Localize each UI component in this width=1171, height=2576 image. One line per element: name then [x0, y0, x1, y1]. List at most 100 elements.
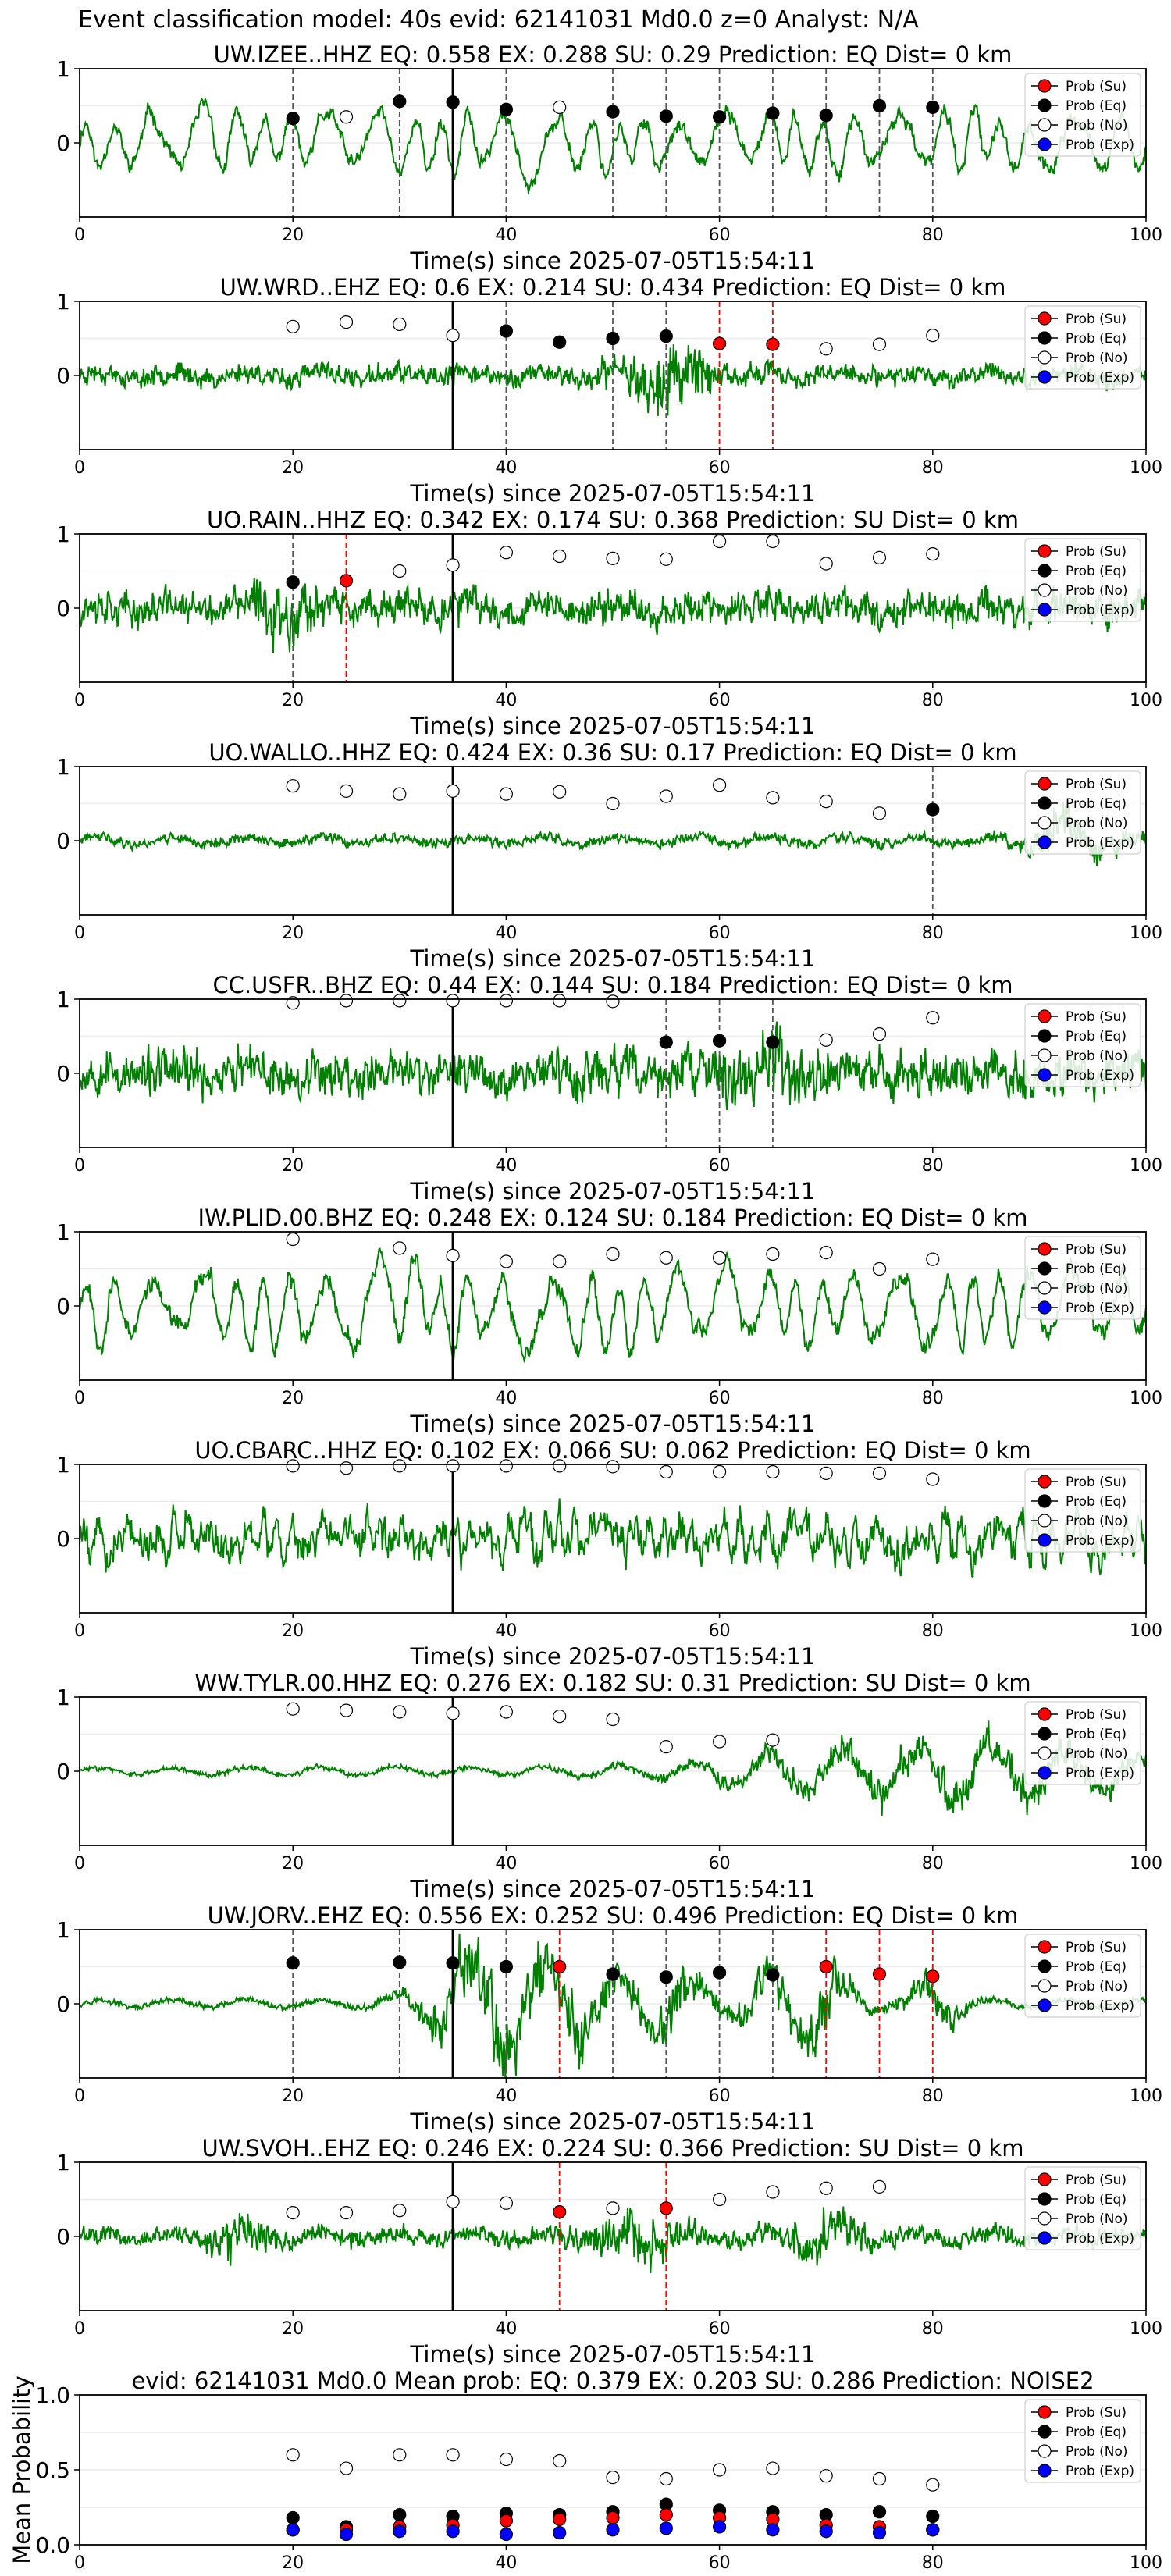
waveform-trace: [79, 1933, 1147, 2079]
prob-no-point: [553, 2453, 567, 2468]
legend: Prob (Su) Prob (Eq) Prob (No) Prob (Exp): [1024, 538, 1141, 622]
legend-label: Prob (Exp): [1066, 1766, 1134, 1781]
x-axis-label: Time(s) since 2025-07-05T15:54:11: [410, 247, 816, 274]
figure-suptitle: Event classification model: 40s evid: 62…: [78, 6, 919, 34]
x-tick-label: 40: [495, 1389, 517, 1408]
x-tick-label: 0: [74, 2553, 85, 2573]
prob-no-point: [872, 1261, 887, 1276]
y-tick-label: 1: [56, 56, 70, 82]
legend: Prob (Su) Prob (Eq) Prob (No) Prob (Exp): [1024, 1701, 1141, 1785]
prob-exp-point: [499, 2527, 514, 2542]
subplot-title: IW.PLID.00.BHZ EQ: 0.248 EX: 0.124 SU: 0…: [198, 1204, 1028, 1231]
prob-no-point: [819, 1033, 833, 1047]
prob-no-point: [926, 1011, 940, 1025]
legend: Prob (Su) Prob (Eq) Prob (No) Prob (Exp): [1024, 770, 1141, 855]
legend-marker: [1038, 1707, 1052, 1721]
x-axis-label: Time(s) since 2025-07-05T15:54:11: [410, 480, 816, 507]
x-tick-label: 80: [922, 2319, 944, 2339]
legend-marker: [1038, 1029, 1052, 1043]
prob-no-point: [766, 791, 780, 805]
prob-eq-point: [872, 98, 887, 113]
x-tick-label: 20: [282, 2319, 304, 2339]
prob-eq-point: [766, 1035, 780, 1049]
y-tick-label: 1: [56, 1917, 70, 1943]
y-tick-label: 0.5: [35, 2457, 70, 2483]
prob-no-point: [446, 2194, 460, 2208]
y-tick-label: 0: [56, 130, 70, 156]
prob-no-point: [659, 1740, 673, 1754]
prob-su-point: [872, 1967, 887, 1981]
x-tick-label: 60: [709, 458, 731, 478]
legend-label: Prob (Eq): [1066, 331, 1127, 347]
legend-label: Prob (Su): [1066, 1242, 1127, 1258]
x-tick-label: 20: [282, 691, 304, 710]
x-tick-label: 20: [282, 2553, 304, 2573]
prob-no-point: [766, 2461, 780, 2475]
prob-eq-point: [712, 1034, 727, 1048]
legend-label: Prob (No): [1066, 583, 1128, 599]
prob-no-point: [393, 994, 407, 1008]
x-tick-label: 20: [282, 1156, 304, 1176]
x-axis-label: Time(s) since 2025-07-05T15:54:11: [410, 945, 816, 972]
prob-no-point: [712, 1735, 727, 1749]
legend-marker: [1038, 1766, 1052, 1780]
x-tick-label: 100: [1130, 1389, 1162, 1408]
prob-no-point: [446, 558, 460, 572]
prob-no-point: [819, 2181, 833, 2195]
prob-no-point: [819, 795, 833, 809]
legend-marker: [1038, 2405, 1052, 2419]
prob-no-point: [499, 787, 514, 801]
prob-no-point: [712, 2463, 727, 2477]
prob-no-point: [553, 994, 567, 1008]
legend-marker: [1038, 1300, 1052, 1315]
prob-su-point: [553, 2205, 567, 2219]
legend-marker: [1038, 1048, 1052, 1062]
prob-no-point: [339, 110, 354, 124]
legend: Prob (Su) Prob (Eq) Prob (No) Prob (Exp): [1024, 2399, 1141, 2483]
legend-marker: [1038, 2444, 1052, 2458]
prob-eq-point: [286, 112, 300, 126]
prob-no-point: [872, 2179, 887, 2194]
x-tick-label: 0: [74, 2087, 85, 2106]
x-tick-label: 80: [922, 1854, 944, 1873]
prob-eq-point: [499, 1959, 514, 1974]
legend-marker: [1038, 1940, 1052, 1954]
legend-marker: [1038, 1979, 1052, 1993]
prob-eq-point: [659, 329, 673, 343]
x-tick-label: 100: [1130, 2087, 1162, 2106]
x-axis-label: Time(s) since 2025-07-05T15:54:11: [410, 713, 816, 739]
legend-label: Prob (Su): [1066, 2172, 1127, 2188]
y-tick-label: 0: [56, 2224, 70, 2250]
x-tick-label: 20: [282, 1854, 304, 1873]
legend-marker: [1038, 777, 1052, 791]
prob-su-point: [926, 1969, 940, 1984]
prob-no-point: [499, 2452, 514, 2467]
x-axis-label: Time(s) since 2025-07-05T15:54:11: [410, 1178, 816, 1204]
legend-label: Prob (Exp): [1066, 137, 1134, 153]
prob-eq-point: [766, 1968, 780, 1982]
legend-box: [1024, 770, 1141, 855]
prob-no-point: [339, 1703, 354, 1717]
x-tick-label: 0: [74, 458, 85, 478]
prob-no-point: [712, 1251, 727, 1265]
y-tick-label: 1: [56, 1219, 70, 1245]
prob-no-point: [712, 534, 727, 549]
prob-no-point: [606, 796, 620, 811]
prob-exp-point: [926, 2523, 940, 2537]
prob-eq-point: [926, 100, 940, 114]
subplot-title: UO.RAIN..HHZ EQ: 0.342 EX: 0.174 SU: 0.3…: [207, 507, 1019, 533]
legend-marker: [1038, 1533, 1052, 1547]
legend-marker: [1038, 544, 1052, 558]
prob-no-point: [766, 1464, 780, 1479]
prob-exp-point: [819, 2524, 833, 2539]
prob-no-point: [659, 789, 673, 803]
legend-label: Prob (Exp): [1066, 603, 1134, 618]
legend-label: Prob (Exp): [1066, 370, 1134, 386]
prob-no-point: [819, 1466, 833, 1481]
prob-no-point: [819, 2469, 833, 2483]
prob-no-point: [286, 2206, 300, 2220]
waveform-trace: [79, 1498, 1147, 1578]
prob-exp-point: [659, 2521, 673, 2535]
